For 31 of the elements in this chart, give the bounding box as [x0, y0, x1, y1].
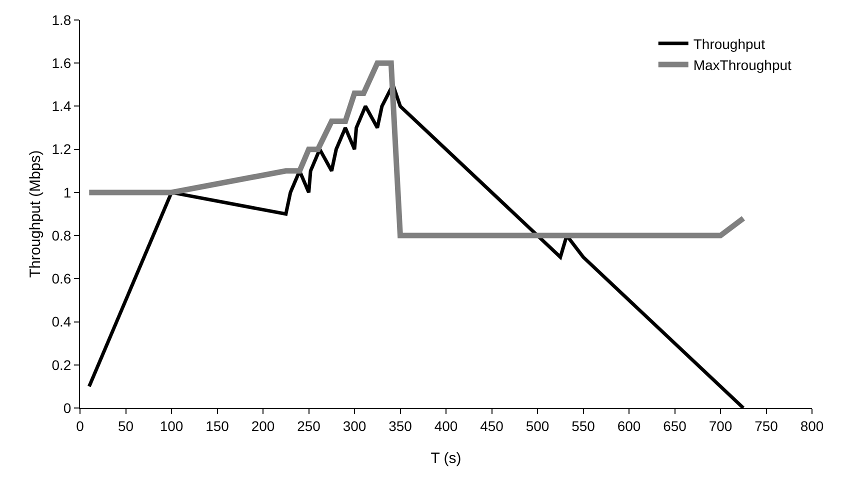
y-tick-label: 1.8: [52, 12, 72, 28]
y-tick-label: 1.6: [52, 55, 72, 72]
x-tick-label: 550: [572, 418, 596, 434]
x-tick-label: 600: [617, 418, 641, 434]
legend-label: Throughput: [693, 36, 766, 52]
x-tick-label: 200: [251, 418, 275, 434]
x-tick-label: 150: [206, 418, 230, 434]
y-tick-label: 0: [63, 400, 72, 416]
x-axis-title: T (s): [430, 450, 462, 467]
y-tick-label: 0.6: [52, 270, 72, 287]
legend-label: MaxThroughput: [693, 57, 792, 74]
y-tick-label: 1: [63, 184, 72, 200]
x-tick-label: 750: [754, 418, 778, 434]
y-tick-label: 1.4: [52, 98, 72, 114]
x-tick-label: 700: [708, 418, 732, 434]
x-tick-label: 800: [800, 418, 824, 434]
x-tick-label: 300: [342, 418, 366, 434]
x-tick-label: 50: [118, 418, 134, 434]
x-tick-label: 650: [663, 418, 687, 434]
x-tick-label: 0: [76, 418, 84, 434]
y-tick-label: 0.8: [52, 227, 72, 244]
y-tick-label: 1.2: [52, 141, 72, 158]
x-tick-label: 100: [160, 418, 184, 434]
x-tick-label: 400: [434, 418, 458, 434]
x-tick-label: 450: [480, 418, 504, 434]
x-tick-label: 500: [526, 418, 550, 434]
y-tick-label: 0.4: [52, 314, 72, 330]
y-tick-label: 0.2: [52, 356, 72, 373]
y-axis-title: Throughput (Mbps): [27, 150, 44, 278]
x-tick-label: 250: [297, 418, 321, 434]
x-tick-label: 350: [388, 418, 412, 434]
